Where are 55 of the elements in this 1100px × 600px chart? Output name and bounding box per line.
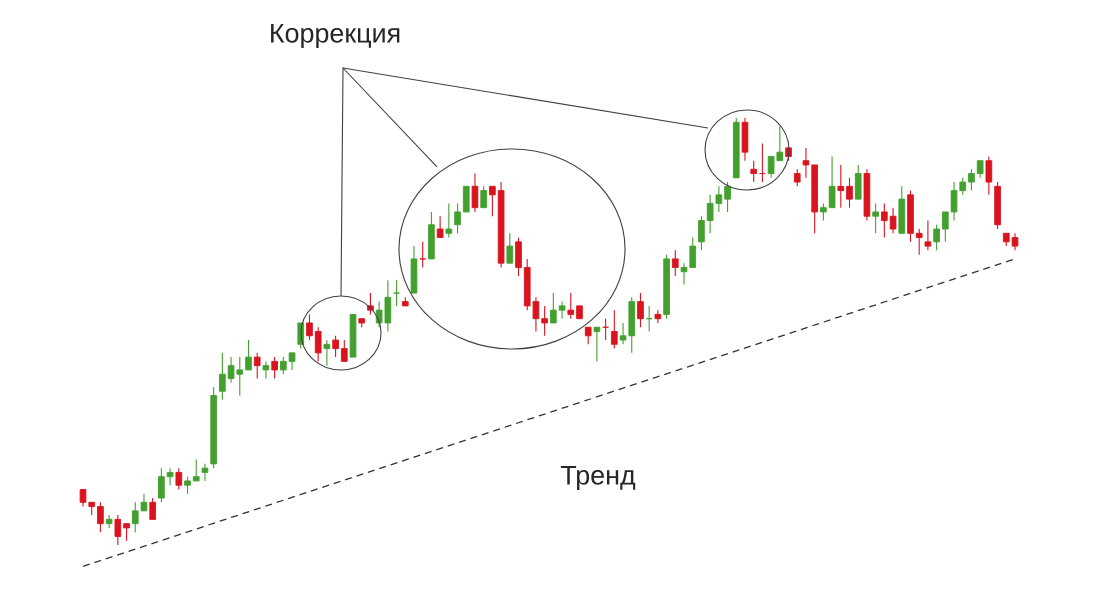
candlestick — [915, 228, 923, 256]
candlestick — [149, 497, 157, 520]
candlestick — [550, 292, 557, 324]
text: Коррекция — [271, 23, 400, 49]
candlestick — [889, 207, 897, 234]
candlestick — [828, 155, 836, 209]
candlestick — [881, 202, 888, 239]
candlestick — [166, 467, 174, 486]
candlestick — [846, 177, 853, 209]
candlestick — [750, 160, 758, 183]
candlestick — [541, 305, 548, 337]
candlestick — [340, 339, 348, 362]
candlestick — [323, 339, 331, 367]
candlestick — [985, 155, 993, 196]
candlestick — [837, 164, 845, 209]
candlestick — [105, 514, 113, 529]
candlestick — [158, 467, 165, 503]
candlestick — [175, 467, 183, 491]
candlestick — [97, 501, 104, 533]
candlestick — [593, 326, 601, 362]
candlestick — [567, 292, 575, 320]
candlestick — [671, 249, 679, 277]
candlestick — [924, 219, 932, 251]
candlestick — [698, 215, 705, 251]
candlestick — [489, 185, 496, 217]
candlestick — [968, 168, 975, 192]
candlestick — [253, 352, 261, 380]
candlestick — [872, 202, 879, 234]
candlestick — [933, 224, 940, 251]
candlestick — [314, 326, 322, 362]
candlestick — [201, 463, 209, 482]
candlestick — [558, 301, 566, 320]
candlestick — [471, 172, 479, 213]
candlestick — [114, 514, 122, 546]
annotation: Тренд — [560, 465, 636, 491]
candlestick — [480, 185, 487, 209]
candlestick — [271, 356, 278, 380]
candlestick — [393, 279, 400, 307]
candlestick — [436, 215, 444, 239]
candlestick — [419, 241, 427, 268]
candlestick — [219, 352, 226, 401]
candlestick — [192, 459, 200, 482]
candlestick — [637, 292, 644, 328]
candlestick — [802, 147, 810, 179]
candlestick — [454, 202, 461, 234]
candlestick — [654, 309, 662, 324]
candlestick — [332, 335, 339, 358]
candlestick — [445, 202, 453, 239]
candlestick — [506, 232, 514, 264]
candlestick — [245, 339, 252, 371]
candlestick — [262, 360, 270, 380]
candlestick — [611, 309, 618, 350]
candlestick — [724, 181, 731, 213]
candlestick — [942, 211, 949, 243]
candlestick — [306, 313, 313, 341]
